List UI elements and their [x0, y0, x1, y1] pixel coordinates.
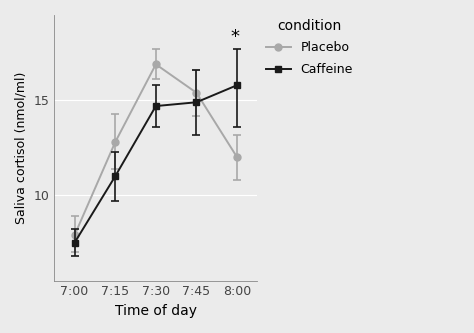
Text: *: *	[230, 28, 239, 46]
Legend: Placebo, Caffeine: Placebo, Caffeine	[266, 19, 353, 76]
X-axis label: Time of day: Time of day	[115, 304, 197, 318]
Y-axis label: Saliva cortisol (nmol/ml): Saliva cortisol (nmol/ml)	[15, 72, 28, 224]
